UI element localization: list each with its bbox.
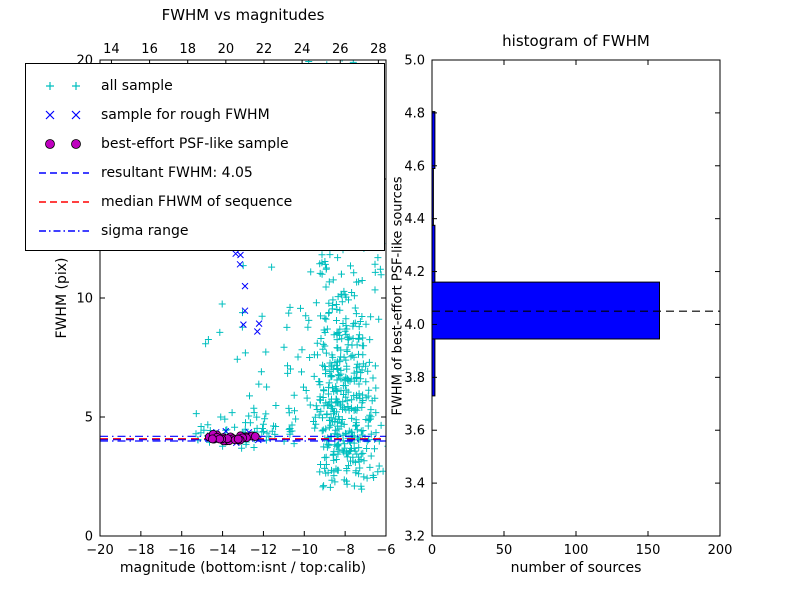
- left-plot-xlabel: magnitude (bottom:isnt / top:calib): [119, 560, 367, 576]
- dashed-line-icon: [39, 171, 89, 174]
- svg-text:−16: −16: [168, 543, 195, 558]
- svg-text:3.8: 3.8: [404, 371, 425, 386]
- right-plot-ylabel: FWHM of best-effort PSF-like sources: [390, 176, 406, 416]
- svg-text:0: 0: [85, 530, 93, 545]
- scatter-circle-series: [204, 429, 260, 446]
- svg-text:−12: −12: [250, 543, 277, 558]
- svg-text:4.2: 4.2: [404, 265, 425, 280]
- left-plot-data: [100, 60, 386, 493]
- svg-text:−8: −8: [336, 543, 355, 558]
- right-plot: 0 50 100 150 200 3.2 3.4 3.6 3.8 4.0 4.2 4.4 4.6 4.8 5…: [404, 54, 732, 559]
- dashed-line-icon: [39, 200, 89, 203]
- svg-text:−10: −10: [291, 543, 318, 558]
- svg-text:24: 24: [294, 42, 311, 57]
- svg-text:0: 0: [428, 543, 436, 558]
- plus-marker-icon: [46, 81, 80, 90]
- svg-text:−14: −14: [209, 543, 236, 558]
- legend-label: sample for rough FWHM: [101, 106, 270, 123]
- svg-text:4.6: 4.6: [404, 159, 425, 174]
- legend-label: sigma range: [101, 222, 189, 239]
- legend-label: best-effort PSF-like sample: [101, 135, 289, 152]
- svg-text:4.8: 4.8: [404, 106, 425, 121]
- legend-label: all sample: [101, 77, 173, 94]
- svg-text:16: 16: [141, 42, 158, 57]
- svg-text:200: 200: [708, 543, 733, 558]
- svg-text:10: 10: [76, 292, 93, 307]
- svg-text:22: 22: [256, 42, 273, 57]
- svg-text:100: 100: [564, 543, 589, 558]
- right-plot-title: histogram of FWHM: [502, 32, 650, 50]
- svg-text:3.2: 3.2: [404, 530, 425, 545]
- hist-bar: [431, 281, 660, 340]
- svg-text:150: 150: [636, 543, 661, 558]
- legend-label: resultant FWHM: 4.05: [101, 164, 253, 181]
- svg-text:20: 20: [218, 42, 235, 57]
- legend-item: all sample: [36, 71, 380, 100]
- dashdot-line-icon: [39, 229, 89, 232]
- left-plot-title: FWHM vs magnitudes: [161, 6, 325, 24]
- svg-text:14: 14: [103, 42, 120, 57]
- svg-text:18: 18: [179, 42, 196, 57]
- x-marker-icon: [45, 110, 81, 119]
- legend-item: median FHWM of sequence: [36, 187, 380, 216]
- svg-text:5.0: 5.0: [404, 54, 425, 69]
- svg-text:3.6: 3.6: [404, 424, 425, 439]
- svg-text:−18: −18: [127, 543, 154, 558]
- legend-item: resultant FWHM: 4.05: [36, 158, 380, 187]
- svg-text:4.4: 4.4: [404, 212, 425, 227]
- left-plot: −20−18−16−14−12−10−8−6051015201416182022…: [76, 42, 395, 558]
- svg-text:50: 50: [496, 543, 513, 558]
- svg-text:3.4: 3.4: [404, 477, 425, 492]
- right-plot-xlabel: number of sources: [510, 560, 642, 576]
- legend-label: median FHWM of sequence: [101, 193, 293, 210]
- legend-item: sample for rough FWHM: [36, 100, 380, 129]
- svg-text:5: 5: [85, 411, 93, 426]
- svg-text:−20: −20: [86, 543, 113, 558]
- legend-item: sigma range: [36, 216, 380, 245]
- circle-marker-icon: [45, 138, 81, 149]
- legend: all sample sample for rough FWHM best-ef…: [25, 63, 385, 251]
- legend-item: best-effort PSF-like sample: [36, 129, 380, 158]
- svg-text:28: 28: [370, 42, 387, 57]
- left-plot-ylabel: FWHM (pix): [54, 257, 70, 339]
- svg-text:−6: −6: [376, 543, 395, 558]
- svg-text:4.0: 4.0: [404, 318, 425, 333]
- svg-text:26: 26: [332, 42, 349, 57]
